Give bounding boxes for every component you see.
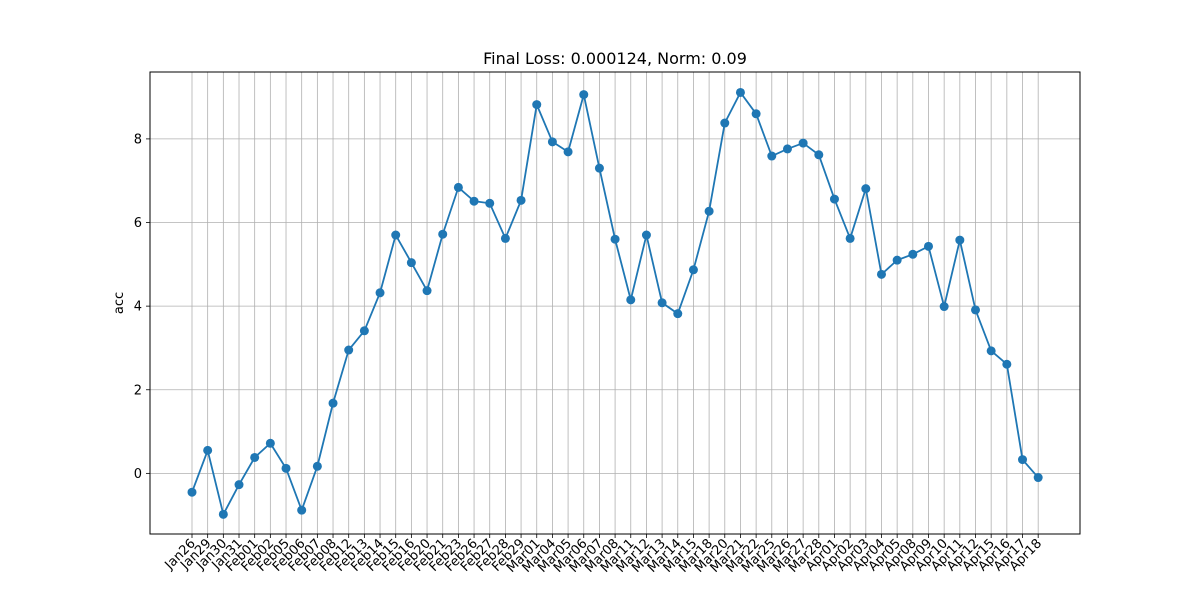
data-point <box>234 480 244 490</box>
data-point <box>422 286 432 296</box>
data-point <box>1002 359 1012 369</box>
data-point <box>673 309 683 319</box>
data-point <box>986 346 996 356</box>
data-point <box>767 151 777 161</box>
y-tick-label: 8 <box>134 132 142 147</box>
data-point <box>563 147 573 157</box>
data-point <box>657 298 667 308</box>
data-point <box>814 150 824 160</box>
data-point <box>688 265 698 275</box>
data-point <box>406 258 416 268</box>
x-axis: Jan26Jan29Jan30Jan31Feb01Feb02Feb05Feb06… <box>162 534 1045 576</box>
data-point <box>391 230 401 240</box>
data-point <box>845 233 855 243</box>
data-point <box>861 184 871 194</box>
data-point <box>453 182 463 192</box>
data-point <box>971 305 980 315</box>
data-point <box>500 233 510 243</box>
data-point <box>218 509 228 519</box>
y-tick-label: 2 <box>134 383 142 398</box>
y-tick-label: 4 <box>134 300 142 315</box>
data-point <box>704 206 714 216</box>
data-point <box>955 235 965 245</box>
data-point <box>720 118 730 128</box>
data-point <box>626 295 636 305</box>
data-point <box>359 326 369 336</box>
data-point <box>610 234 620 244</box>
data-point <box>892 255 902 265</box>
data-point <box>297 505 307 515</box>
data-point <box>735 87 745 97</box>
data-point <box>250 452 260 462</box>
data-point <box>641 230 651 240</box>
data-point <box>375 288 385 298</box>
data-point <box>281 463 291 473</box>
data-point <box>469 196 479 206</box>
data-point <box>532 100 542 110</box>
data-point <box>344 345 354 355</box>
data-point <box>203 445 213 455</box>
data-point <box>908 249 918 259</box>
y-tick-label: 0 <box>134 467 142 482</box>
data-point <box>1018 455 1028 465</box>
data-point <box>782 144 792 154</box>
data-point <box>187 487 197 497</box>
data-point <box>1033 473 1043 483</box>
data-point <box>751 109 761 119</box>
grid-lines <box>150 72 1080 534</box>
y-axis-label: acc <box>112 292 127 314</box>
data-point <box>547 137 557 147</box>
y-axis: 0 2 4 6 8 <box>134 132 150 482</box>
data-point <box>265 438 275 448</box>
y-tick-label: 6 <box>134 216 142 231</box>
data-point <box>485 198 495 208</box>
data-point <box>939 302 949 312</box>
data-point <box>923 241 933 251</box>
data-point <box>312 461 322 471</box>
data-point <box>876 269 886 279</box>
data-point <box>829 194 839 204</box>
data-points <box>187 87 1043 519</box>
data-point <box>579 90 589 100</box>
data-point <box>516 195 526 205</box>
data-point <box>438 229 448 239</box>
data-point <box>594 163 604 173</box>
chart-title: Final Loss: 0.000124, Norm: 0.09 <box>483 49 747 68</box>
data-point <box>328 398 338 408</box>
data-point <box>798 138 808 148</box>
